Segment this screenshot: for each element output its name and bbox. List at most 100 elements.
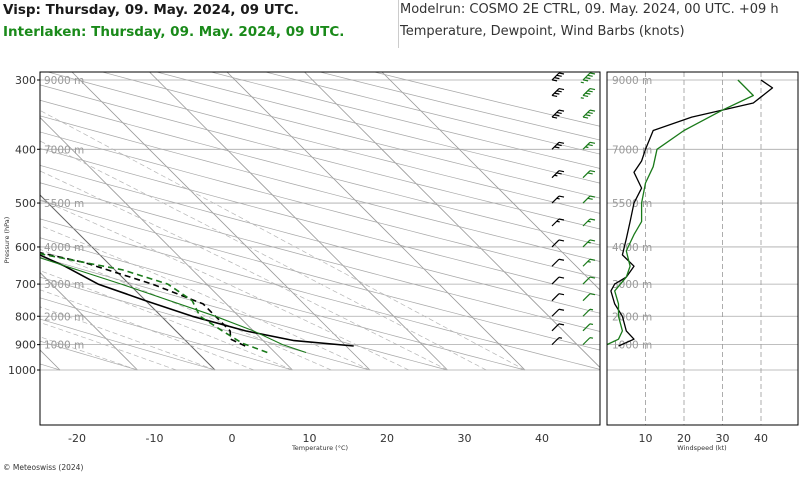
barb-shaft [551, 239, 560, 248]
pressure-tick-label: 500 [15, 197, 36, 210]
moist-adiabat [40, 225, 371, 371]
interlaken-dewpoint-line [40, 252, 268, 354]
barb-shaft [582, 239, 591, 248]
barb-shaft [582, 72, 591, 81]
height-label: 3000 m [44, 279, 84, 291]
moist-adiabat [40, 110, 526, 371]
windspeed-tick-label: 10 [639, 432, 653, 445]
barb-half-flag [587, 260, 591, 263]
barb-flag [587, 172, 593, 175]
windspeed-tick-label: 40 [754, 432, 768, 445]
isotherm-line [40, 194, 216, 371]
model-run-title: Modelrun: COSMO 2E CTRL, 09. May. 2024, … [400, 2, 779, 17]
barb-flag [556, 74, 562, 77]
barb-shaft [551, 141, 560, 150]
barb-flag [587, 90, 593, 93]
interlaken-wind-barb [582, 323, 594, 332]
plot-area [607, 72, 798, 425]
barb-half-flag [589, 337, 594, 339]
barb-flag [558, 276, 565, 279]
barb-shaft [582, 88, 591, 96]
x-axis-title: Temperature (°C) [291, 444, 348, 452]
barb-half-flag [556, 220, 560, 223]
barb-shaft [582, 293, 591, 302]
barb-flag [554, 92, 560, 95]
barb-flag [558, 141, 565, 144]
pressure-tick-label: 700 [15, 278, 36, 291]
barb-flag [556, 144, 562, 147]
visp-temperature-line [40, 254, 354, 347]
barb-flag [589, 72, 596, 75]
barb-shaft [551, 218, 560, 227]
temperature-tick-label: 30 [458, 432, 472, 445]
barb-flag [582, 79, 589, 82]
barb-flag [589, 170, 596, 173]
barb-flag [558, 109, 565, 112]
barb-flag [587, 197, 593, 200]
barb-flag [558, 72, 565, 75]
isotherm-line [304, 72, 600, 369]
interlaken-wind-barb [582, 141, 596, 150]
y-axis-title: Pressure (hPa) [3, 217, 11, 264]
barb-flag [551, 79, 558, 82]
pressure-tick-label: 1000 [8, 364, 36, 377]
moist-adiabat [40, 249, 332, 371]
barb-half-flag [580, 97, 584, 99]
dry-adiabat [40, 99, 600, 246]
height-label: 4000 m [612, 242, 652, 254]
barb-shaft [551, 323, 560, 332]
dry-adiabat [40, 218, 600, 370]
interlaken-temperature-line [40, 257, 307, 354]
interlaken-wind-barb [582, 293, 596, 302]
barb-half-flag [585, 146, 589, 149]
temperature-tick-label: 0 [229, 432, 236, 445]
barb-shaft [582, 258, 591, 267]
interlaken-wind-barb [582, 258, 596, 267]
barb-shaft [551, 258, 560, 267]
barb-half-flag [580, 81, 584, 84]
barb-half-flag [554, 174, 558, 177]
barb-shaft [551, 293, 560, 302]
moist-adiabat [40, 140, 487, 371]
wsp-lines [607, 79, 774, 353]
temperature-tick-label: 40 [535, 432, 549, 445]
barb-shaft [551, 337, 560, 346]
barb-shaft [551, 72, 560, 81]
isotherm-line [226, 72, 526, 371]
height-label: 5500 m [612, 198, 652, 210]
height-label: 5500 m [44, 198, 84, 210]
barb-shaft [582, 323, 591, 332]
chart-subtitle: Temperature, Dewpoint, Wind Barbs (knots… [400, 24, 685, 39]
pressure-tick-label: 800 [15, 310, 36, 323]
temperature-tick-label: -10 [146, 432, 164, 445]
skewt-lines [40, 251, 354, 354]
barb-flag [551, 116, 558, 119]
barb-flag [587, 111, 593, 115]
pressure-tick-label: 300 [15, 74, 36, 87]
visp-wind-barb [551, 109, 565, 119]
windspeed-tick-label: 20 [677, 432, 691, 445]
visp-wind-barb [551, 195, 565, 204]
barb-half-flag [589, 323, 594, 326]
height-label: 1000 m [612, 340, 652, 352]
interlaken-wind-barb [582, 308, 594, 317]
barb-flag [589, 258, 596, 261]
moist-adiabat [40, 170, 448, 371]
barb-flag [585, 114, 591, 117]
barb-flag [551, 94, 558, 98]
height-label: 2000 m [612, 311, 652, 323]
dry-adiabat [101, 72, 600, 199]
barb-flag [589, 276, 596, 279]
temperature-tick-label: 10 [303, 432, 317, 445]
barb-shaft [582, 276, 591, 285]
barb-shaft [551, 109, 560, 118]
dry-adiabat [40, 164, 600, 314]
dry-adiabat [40, 200, 600, 351]
interlaken-wind-barb [580, 87, 596, 99]
barb-flag [558, 218, 565, 221]
pressure-tick-label: 400 [15, 143, 36, 156]
interlaken-wind-barb [582, 239, 596, 248]
isotherm-line [71, 72, 371, 371]
interlaken-wind-barb [582, 170, 596, 179]
visp-wind-barb [551, 276, 565, 285]
